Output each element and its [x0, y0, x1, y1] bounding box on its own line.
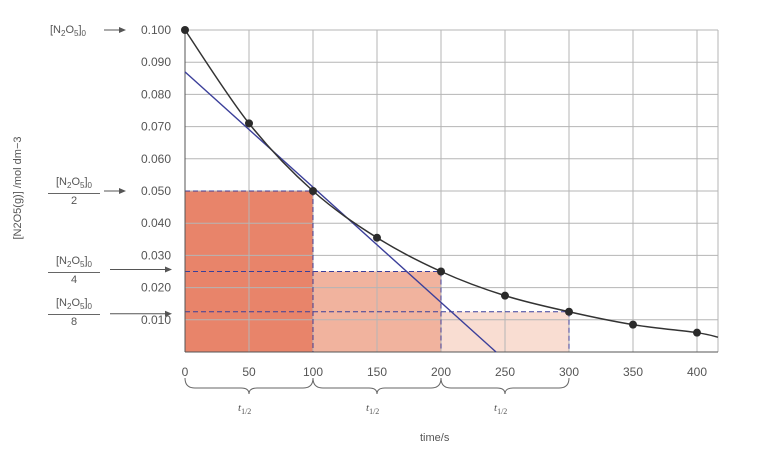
x-tick-label: 0 [182, 365, 189, 379]
initial-concentration-label: [N2O5]0 [50, 24, 86, 39]
y-tick-label: 0.100 [141, 23, 171, 37]
data-point [629, 320, 637, 329]
tangent-line [184, 71, 497, 353]
fraction-eighth-label: [N2O5]0 8 [48, 297, 100, 329]
y-tick-label: 0.060 [141, 152, 171, 166]
half-life-braces [184, 377, 570, 395]
x-tick-label: 400 [687, 365, 707, 379]
decay-curve-path [184, 29, 719, 338]
brace-2 [312, 377, 442, 395]
data-point [565, 307, 573, 316]
x-tick-label: 250 [495, 365, 515, 379]
x-tick-label: 350 [623, 365, 643, 379]
x-tick-label: 200 [431, 365, 451, 379]
y-tick-label: 0.020 [141, 281, 171, 295]
data-point [245, 119, 253, 128]
arrow-quarter-head [165, 266, 172, 273]
dashed-guides [185, 190, 570, 352]
label-arrows [104, 27, 172, 317]
y-tick-label: 0.080 [141, 87, 171, 101]
x-tick-labels: 0 50 100 150 200 250 300 350 400 [182, 365, 708, 379]
data-point [501, 291, 509, 300]
fraction-half-label: [N2O5]0 2 [48, 176, 100, 208]
x-tick-label: 300 [559, 365, 579, 379]
decay-curve [184, 29, 719, 338]
x-tick-label: 50 [242, 365, 256, 379]
y-tick-label: 0.010 [141, 313, 171, 327]
half-life-label-2: t1/2 [366, 402, 380, 417]
brace-3 [440, 377, 570, 395]
y-tick-label: 0.040 [141, 216, 171, 230]
arrow-initial-head [119, 27, 126, 33]
data-point [309, 187, 317, 195]
data-points [181, 26, 701, 337]
data-point [693, 328, 701, 337]
y-tick-label: 0.050 [141, 184, 171, 198]
x-axis-label: time/s [420, 432, 450, 444]
arrow-eighth-head [165, 310, 172, 317]
data-point [373, 233, 381, 242]
arrow-half-head [119, 188, 126, 194]
tangent-line-segment [184, 71, 497, 353]
data-point [437, 267, 445, 276]
y-tick-label: 0.030 [141, 248, 171, 262]
y-tick-label: 0.090 [141, 55, 171, 69]
y-tick-labels: 0.010 0.020 0.030 0.040 0.050 0.060 0.070 0.080… [141, 23, 171, 327]
x-tick-label: 150 [367, 365, 387, 379]
axes [184, 30, 718, 353]
y-axis-label: [N2O5(g)] /mol dm−3 [12, 136, 24, 240]
data-point [181, 26, 189, 34]
half-life-label-1: t1/2 [238, 402, 252, 417]
fraction-quarter-label: [N2O5]0 4 [48, 255, 100, 287]
half-life-label-3: t1/2 [494, 402, 508, 417]
y-tick-label: 0.070 [141, 120, 171, 134]
brace-1 [184, 377, 314, 395]
x-tick-label: 100 [303, 365, 323, 379]
